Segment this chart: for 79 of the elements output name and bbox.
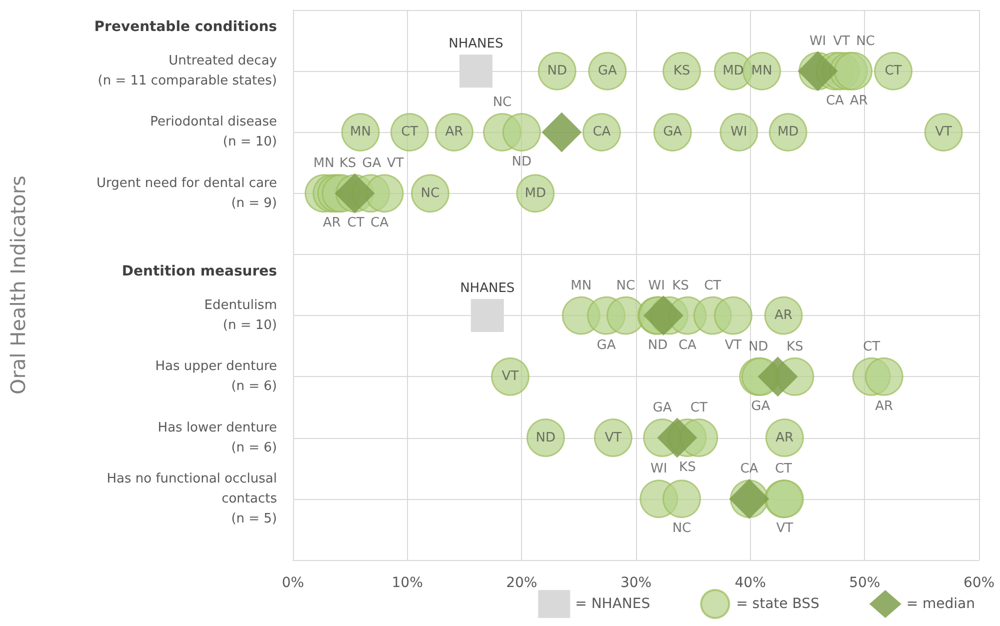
y-tick-label: Preventable conditions <box>94 19 277 35</box>
data-label: NHANES <box>460 281 515 296</box>
data-label: MN <box>313 156 334 172</box>
y-tick-label: Has lower denture (n = 6) <box>158 420 277 456</box>
legend-label: = NHANES <box>575 596 650 612</box>
data-label: AR <box>850 93 868 108</box>
data-label: VT <box>502 369 519 384</box>
data-label: MN <box>751 64 772 79</box>
data-label: ND <box>512 154 532 170</box>
data-label: KS <box>673 64 690 79</box>
data-label: GA <box>663 124 682 140</box>
x-tick-label: 0% <box>282 575 304 591</box>
data-label: CA <box>370 216 389 231</box>
data-label: NC <box>420 186 440 201</box>
x-tick-label: 60% <box>963 575 995 591</box>
data-label: KS <box>672 278 689 294</box>
data-label: CT <box>347 216 364 231</box>
data-label: GA <box>598 64 618 79</box>
x-tick-label: 10% <box>392 575 423 591</box>
data-label: CT <box>884 64 902 79</box>
y-tick-label: Untreated decay (n = 11 comparable states) <box>98 54 278 89</box>
data-label: GA <box>362 156 382 172</box>
data-label: VT <box>935 124 952 140</box>
data-label: ND <box>547 64 567 79</box>
y-tick-label: Has no functional occlusal contacts (n = 5) <box>106 471 278 526</box>
data-label: KS <box>679 460 696 476</box>
data-label: CT <box>690 400 708 416</box>
data-label: GA <box>596 338 616 353</box>
data-label: CT <box>401 124 418 140</box>
data-label: GA <box>751 398 770 414</box>
x-tick-label: 50% <box>849 575 880 591</box>
data-label: KS <box>786 339 804 354</box>
data-label: CT <box>863 339 880 354</box>
y-tick-label: Has upper denture (n = 6) <box>155 359 277 394</box>
data-label: CT <box>704 278 722 294</box>
data-label: AR <box>875 398 894 414</box>
data-label: NC <box>672 521 692 536</box>
data-label: WI <box>648 278 665 294</box>
data-label: ND <box>748 339 768 354</box>
data-label: NC <box>616 278 636 294</box>
y-tick-label: Dentition measures <box>122 263 277 280</box>
data-label: CA <box>678 338 697 353</box>
legend-label: = median <box>906 596 976 612</box>
data-label: CA <box>592 124 611 140</box>
x-tick-label: 20% <box>506 575 538 591</box>
data-label: WI <box>730 124 748 140</box>
y-tick-label: Urgent need for dental care (n = 9) <box>96 176 277 211</box>
x-tick-label: 40% <box>734 575 766 591</box>
data-label: CA <box>740 462 758 477</box>
data-label: WI <box>650 462 668 477</box>
data-label: MN <box>350 124 371 140</box>
data-label: CT <box>774 462 792 477</box>
data-label: ND <box>536 430 556 446</box>
data-label: MD <box>524 186 546 201</box>
y-tick-label: Edentulism (n = 10) <box>204 298 277 334</box>
data-label: WI <box>809 34 826 49</box>
data-label: MN <box>570 278 592 294</box>
data-label: MD <box>777 124 799 140</box>
data-label: ND <box>648 338 668 353</box>
x-tick-label: 30% <box>620 575 652 591</box>
data-label: VT <box>833 34 850 49</box>
y-axis-title: Oral Health Indicators <box>6 176 30 394</box>
data-label: VT <box>724 338 742 353</box>
data-label: AR <box>776 430 794 446</box>
y-tick-label: Periodontal disease (n = 10) <box>150 114 277 150</box>
data-label: VT <box>604 430 622 446</box>
legend-label: = state BSS <box>736 596 820 612</box>
data-label: VT <box>386 156 404 172</box>
data-label: MD <box>722 64 744 79</box>
data-label: AR <box>445 124 464 140</box>
data-label: GA <box>652 400 672 416</box>
data-label: AR <box>774 308 792 324</box>
data-label: VT <box>776 521 794 536</box>
data-label: NHANES <box>448 36 504 52</box>
data-label: CA <box>826 93 844 108</box>
data-label: NC <box>492 94 512 110</box>
data-label: NC <box>856 34 875 49</box>
data-label: KS <box>339 156 356 172</box>
data-label: AR <box>322 216 341 231</box>
